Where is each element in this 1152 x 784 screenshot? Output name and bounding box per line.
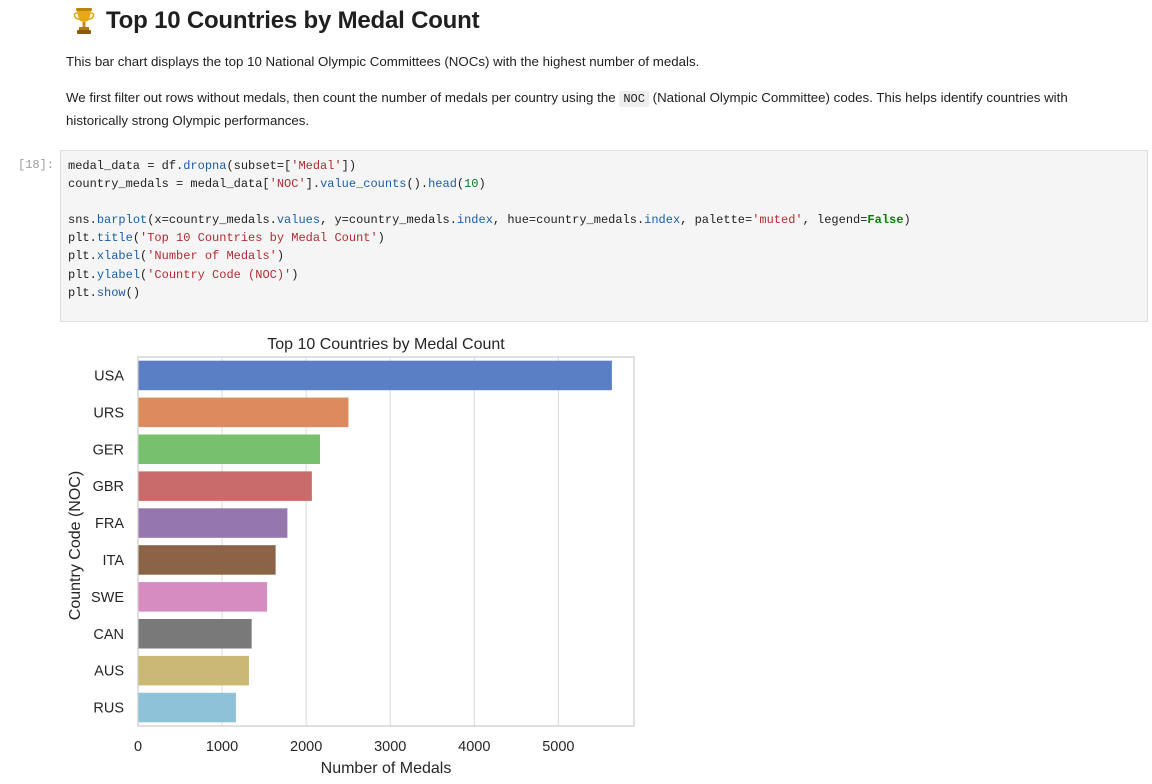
x-tick-label: 0 xyxy=(134,739,142,755)
y-tick-label: RUS xyxy=(93,701,124,717)
cell-execution-count: [18]: xyxy=(18,158,55,172)
y-tick-label: URS xyxy=(93,405,124,421)
code-line: plt.xlabel('Number of Medals') xyxy=(68,249,285,264)
bar-ger xyxy=(138,434,321,465)
x-tick-label: 4000 xyxy=(458,739,490,755)
method-paragraph: We first filter out rows without medals,… xyxy=(66,87,1126,132)
bar-rus xyxy=(138,692,236,723)
x-tick-label: 3000 xyxy=(374,739,406,755)
y-tick-label: ITA xyxy=(103,553,125,569)
bar-urs xyxy=(138,397,349,428)
chart-output: USA URS GER GBR FRA ITA SWE CAN AUS RUS 0 1000 2000 3… xyxy=(60,326,660,784)
code-line: sns.barplot(x=country_medals.values, y=c… xyxy=(68,213,911,228)
bar-swe xyxy=(138,582,268,612)
y-tick-label: AUS xyxy=(94,664,124,680)
inline-code-noc: NOC xyxy=(619,91,649,107)
code-cell[interactable]: medal_data = df.dropna(subset=['Medal'])… xyxy=(60,150,1148,322)
markdown-heading: Top 10 Countries by Medal Count xyxy=(72,6,480,36)
description-paragraph: This bar chart displays the top 10 Natio… xyxy=(66,54,700,69)
chart-title: Top 10 Countries by Medal Count xyxy=(267,336,505,353)
x-tick-label: 5000 xyxy=(542,739,574,755)
y-tick-label: USA xyxy=(94,368,124,384)
y-tick-label: GER xyxy=(93,442,124,458)
bar-aus xyxy=(138,655,249,686)
trophy-icon xyxy=(73,8,95,34)
x-tick-label: 2000 xyxy=(290,739,322,755)
code-line: plt.title('Top 10 Countries by Medal Cou… xyxy=(68,231,385,246)
bar-ita xyxy=(138,545,276,575)
code-editor[interactable]: medal_data = df.dropna(subset=['Medal'])… xyxy=(61,151,1147,302)
code-line: plt.show() xyxy=(68,285,141,300)
y-tick-label: GBR xyxy=(93,479,124,495)
y-tick-label: CAN xyxy=(93,627,124,643)
code-line: country_medals = medal_data['NOC'].value… xyxy=(68,177,486,192)
code-line: medal_data = df.dropna(subset=['Medal']) xyxy=(68,159,357,173)
x-tick-label: 1000 xyxy=(206,739,238,755)
y-tick-label: FRA xyxy=(95,516,124,532)
bar-chart: USA URS GER GBR FRA ITA SWE CAN AUS RUS 0 1000 2000 3… xyxy=(67,336,635,777)
bar-can xyxy=(138,618,252,649)
bar-gbr xyxy=(138,471,312,501)
y-tick-label: SWE xyxy=(91,590,124,606)
bar-fra xyxy=(138,508,288,538)
code-line: plt.ylabel('Country Code (NOC)') xyxy=(68,267,299,282)
plot-frame xyxy=(137,356,635,727)
y-axis-label: Country Code (NOC) xyxy=(67,471,84,620)
method-text-end: (National Olympic Committee) codes. This… xyxy=(66,90,1068,128)
page-title: Top 10 Countries by Medal Count xyxy=(106,7,480,34)
bar-usa xyxy=(138,360,612,391)
x-axis-label: Number of Medals xyxy=(321,760,452,777)
method-text-start: We first filter out rows without medals,… xyxy=(66,90,616,105)
